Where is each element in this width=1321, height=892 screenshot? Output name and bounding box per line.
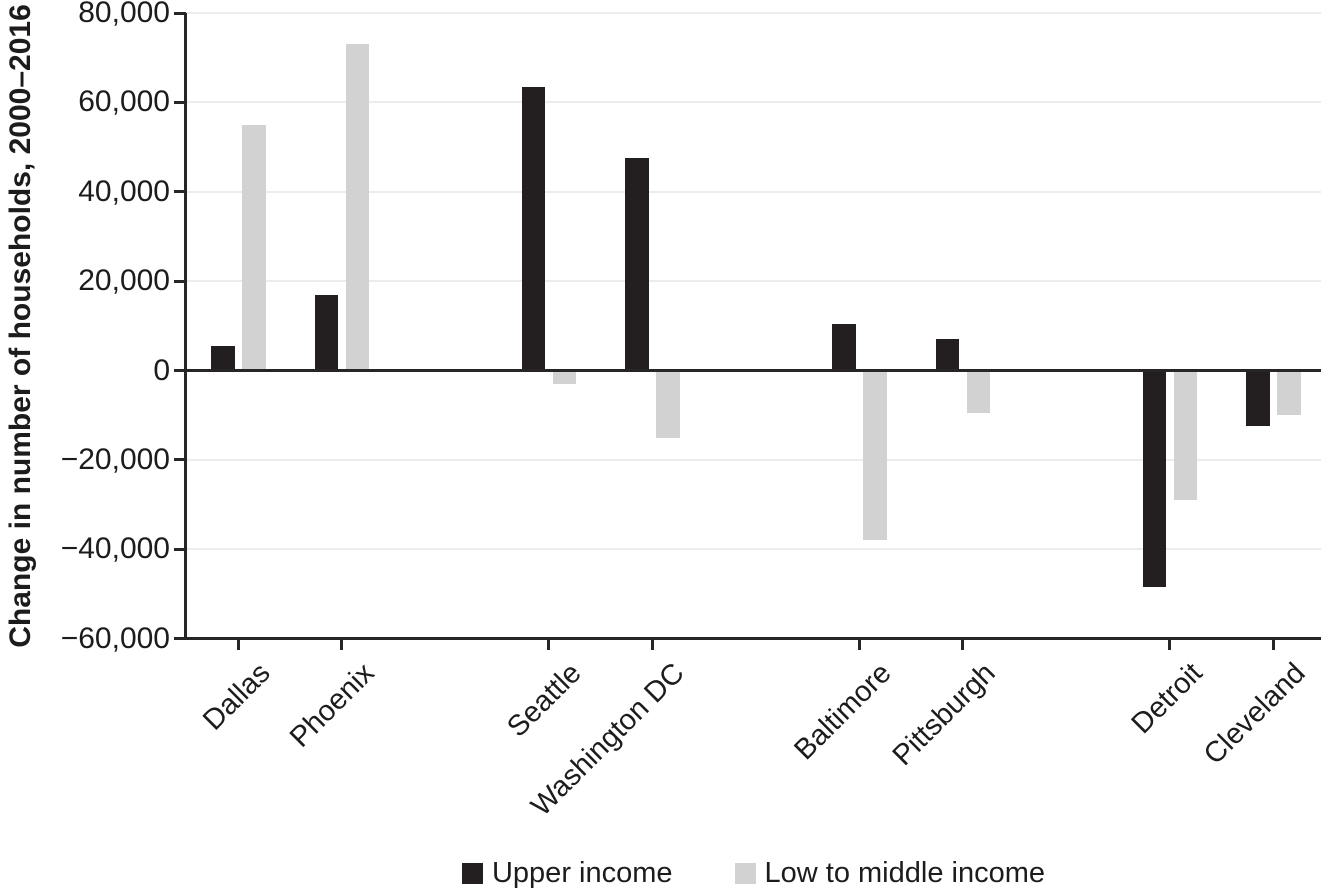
y-axis-tick-80000 [174,11,186,15]
y-tick-label--40000: −40,000 [60,532,170,566]
gridline-60000 [186,101,1321,104]
y-tick-label-0: 0 [153,353,170,387]
y-axis-tick--60000 [174,637,186,641]
zero-axis-line [186,369,1321,372]
bar-low-to-middle-income-phoenix [345,44,369,371]
legend-label-low-middle-income: Low to middle income [764,856,1045,889]
x-axis-tick-phoenix [340,637,344,651]
x-axis-tick-pittsburgh [961,637,965,651]
bar-low-to-middle-income-baltimore [863,370,887,541]
bar-upper-income-baltimore [832,323,856,371]
legend: Upper income Low to middle income [186,853,1321,892]
y-axis-tick-60000 [174,100,186,104]
legend-label-upper-income: Upper income [491,856,673,889]
legend-item-low-middle-income: Low to middle income [734,856,1045,890]
bar-low-to-middle-income-cleveland [1277,370,1301,416]
bar-upper-income-cleveland [1246,370,1270,427]
y-axis-tick-0 [174,369,186,372]
y-axis-tick-40000 [174,190,186,194]
bar-upper-income-dallas [211,345,235,371]
x-axis-tick-washington-dc [650,637,654,651]
gridline-80000 [186,12,1321,15]
y-axis-tick-20000 [174,279,186,283]
x-tick-label-dallas: Dallas [197,657,277,737]
y-tick-label--20000: −20,000 [60,442,170,476]
y-tick-label-20000: 20,000 [78,264,170,298]
y-axis-line [184,13,187,641]
x-axis-tick-baltimore [857,637,861,651]
gridline--20000 [186,458,1321,461]
bar-upper-income-pittsburgh [935,339,959,371]
y-tick-label-80000: 80,000 [78,0,170,30]
gridline-20000 [186,280,1321,283]
bar-upper-income-washington-dc [625,158,649,371]
bar-low-to-middle-income-dallas [242,124,266,371]
bar-upper-income-seattle [521,86,545,371]
y-tick-label-60000: 60,000 [78,85,170,119]
legend-swatch-low-middle-income [734,862,756,884]
x-axis-tick-cleveland [1271,637,1275,651]
x-tick-label-pittsburgh: Pittsburgh [886,657,1002,772]
y-axis-tick--20000 [174,458,186,462]
y-tick-label--60000: −60,000 [60,621,170,655]
x-axis-tick-dallas [236,637,240,651]
gridline-40000 [186,190,1321,193]
x-axis-line [186,637,1321,641]
bar-low-to-middle-income-seattle [552,370,576,384]
bar-low-to-middle-income-detroit [1173,370,1197,501]
x-tick-label-seattle: Seattle [500,657,588,744]
y-axis-tick--40000 [174,547,186,551]
bar-upper-income-phoenix [314,294,338,371]
gridline--40000 [186,548,1321,551]
bar-low-to-middle-income-washington-dc [656,370,680,438]
x-tick-label-baltimore: Baltimore [788,657,898,767]
x-tick-label-detroit: Detroit [1125,657,1209,741]
legend-swatch-upper-income [461,862,483,884]
y-tick-label-40000: 40,000 [78,174,170,208]
legend-item-upper-income: Upper income [461,856,673,890]
x-tick-label-cleveland: Cleveland [1198,657,1312,771]
x-tick-label-phoenix: Phoenix [283,657,381,754]
x-axis-tick-seattle [547,637,551,651]
bar-low-to-middle-income-pittsburgh [966,370,990,413]
bar-upper-income-detroit [1142,370,1166,588]
x-axis-tick-detroit [1168,637,1172,651]
